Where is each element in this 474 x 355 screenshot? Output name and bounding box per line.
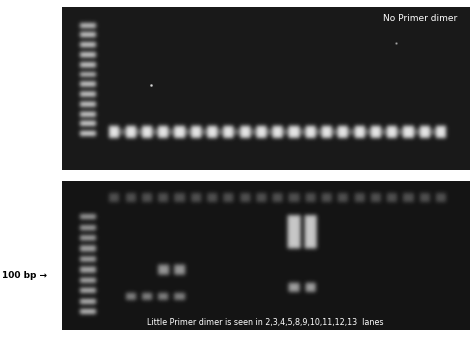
Text: 100 bp →: 100 bp → (2, 271, 47, 280)
Text: No Primer dimer: No Primer dimer (383, 15, 457, 23)
Text: Little Primer dimer is seen in 2,3,4,5,8,9,10,11,12,13  lanes: Little Primer dimer is seen in 2,3,4,5,8… (147, 318, 383, 327)
